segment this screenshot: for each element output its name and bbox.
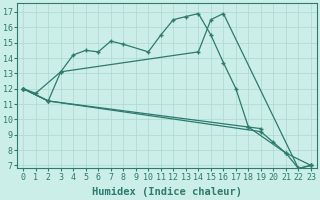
X-axis label: Humidex (Indice chaleur): Humidex (Indice chaleur): [92, 187, 242, 197]
